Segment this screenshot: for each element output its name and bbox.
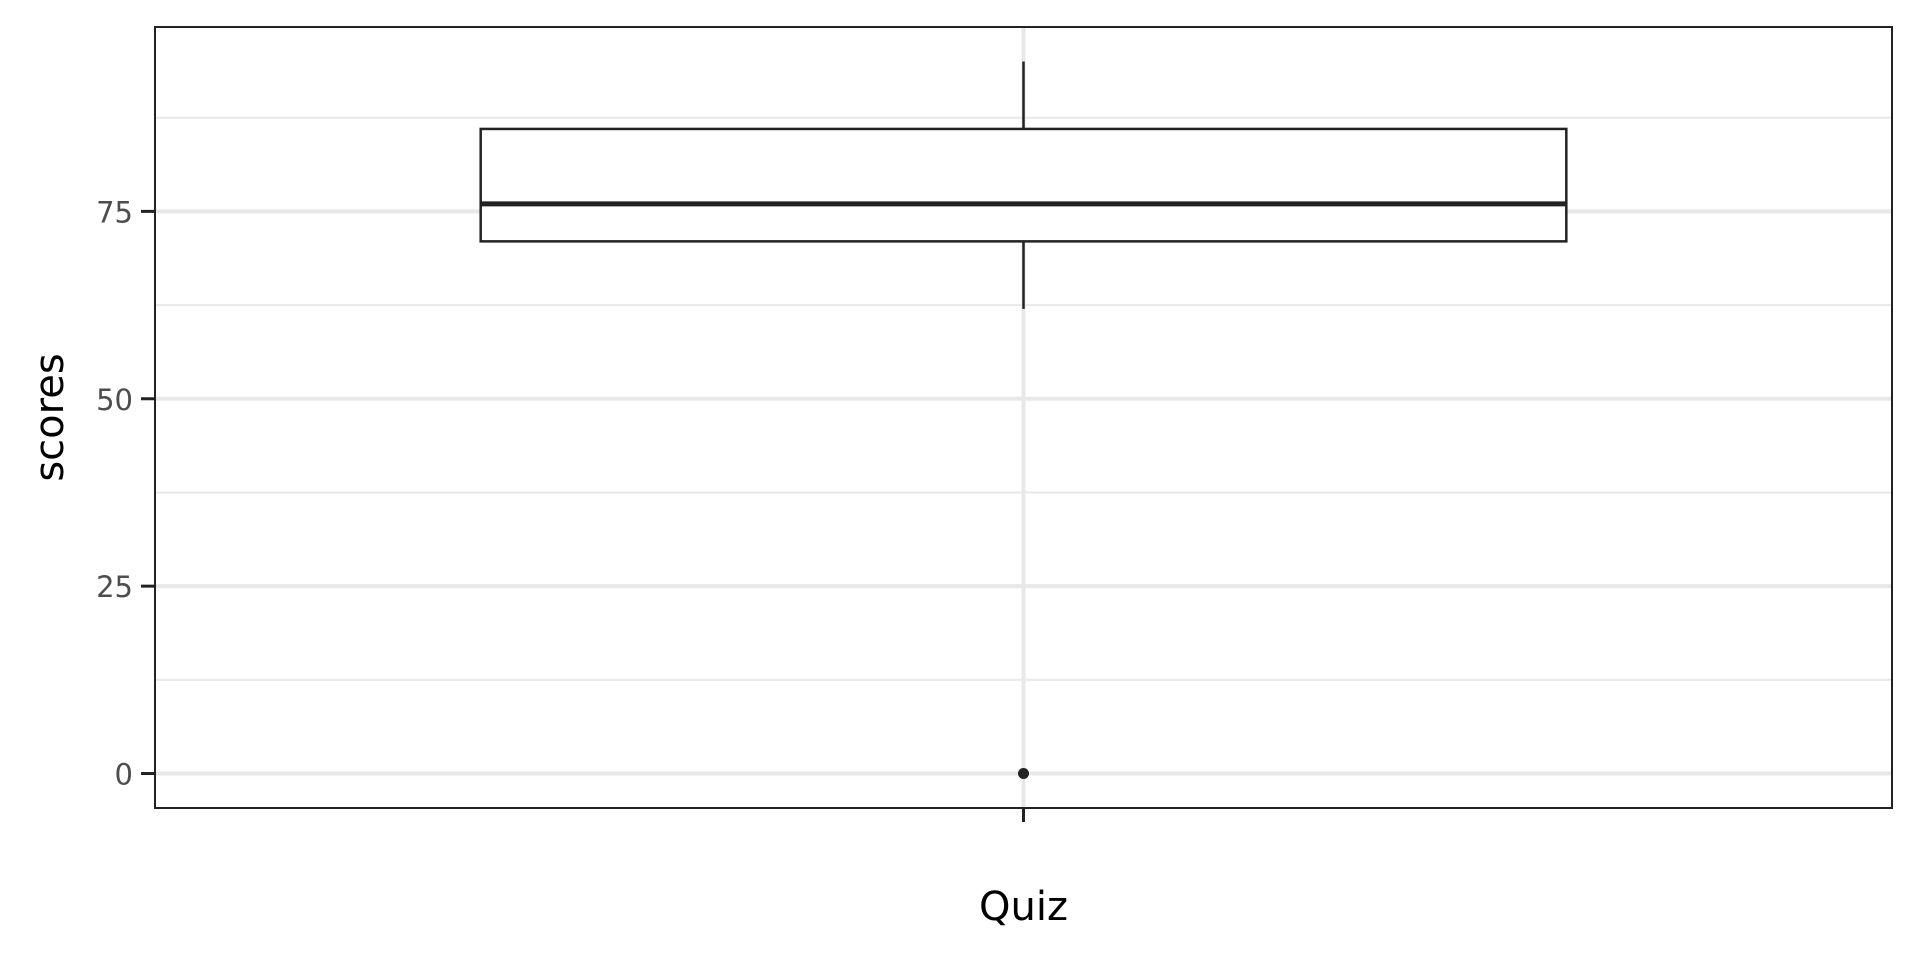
y-axis-title: scores [27, 353, 73, 481]
boxplot-layer [479, 61, 1568, 780]
y-tick-label: 0 [115, 758, 133, 792]
y-tick-label: 25 [96, 570, 133, 604]
box-iqr [479, 127, 1568, 243]
x-axis-title: Quiz [979, 884, 1068, 930]
axes: 0 25 50 75 [96, 195, 1025, 822]
y-tick-label: 50 [96, 383, 133, 417]
y-tick-label: 75 [96, 195, 133, 229]
outlier-point [1018, 768, 1029, 780]
